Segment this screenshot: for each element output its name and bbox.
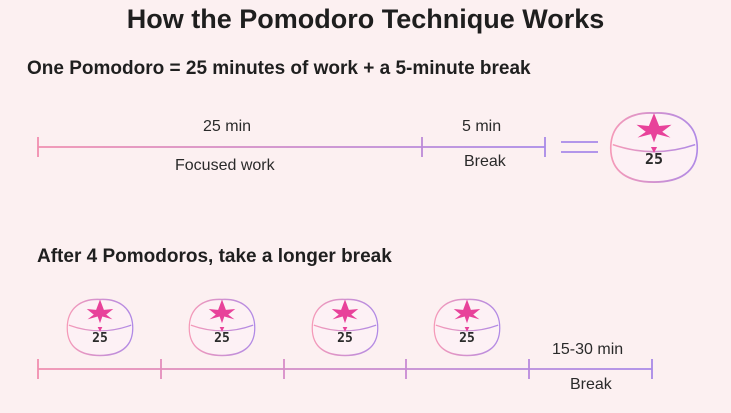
cycle-timeline — [37, 359, 653, 379]
break-label: Break — [464, 153, 506, 170]
long-break-duration-label: 15-30 min — [552, 341, 624, 358]
long-break-label: Break — [570, 376, 612, 393]
page-title: How the Pomodoro Technique Works — [126, 4, 605, 34]
tomato-timer-1 — [66, 298, 134, 357]
tomato-timer-large-value: 25 — [645, 150, 663, 168]
section2-heading: After 4 Pomodoros, take a longer break — [37, 246, 392, 267]
tomato-timer-large — [609, 112, 699, 184]
section1-heading: One Pomodoro = 25 minutes of work + a 5-… — [27, 58, 531, 79]
work-label: Focused work — [175, 157, 275, 174]
tomato-timer-4-value: 25 — [459, 331, 475, 346]
tomato-timer-4 — [433, 298, 501, 357]
tomato-timer-2 — [188, 298, 256, 357]
equals-sign — [561, 141, 598, 153]
break-duration-label: 5 min — [462, 118, 502, 135]
work-timeline — [37, 137, 546, 157]
tomato-timer-3-value: 25 — [337, 331, 353, 346]
tomato-timer-2-value: 25 — [214, 331, 230, 346]
work-duration-label: 25 min — [203, 118, 252, 135]
tomato-timer-1-value: 25 — [92, 331, 108, 346]
tomato-timer-3 — [311, 298, 379, 357]
